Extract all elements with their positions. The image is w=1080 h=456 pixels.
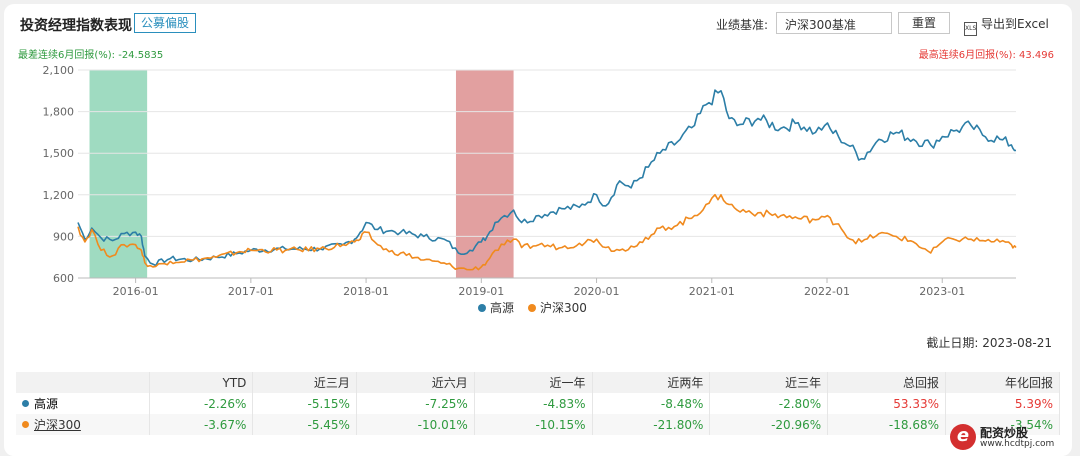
return-cell: -7.25% [356,393,475,414]
x-tick-label: 2023-01 [919,285,965,298]
column-header: 近两年 [592,372,711,393]
table-header-row: YTD 近三月 近六月 近一年 近两年 近三年 总回报 年化回报 [16,372,1060,393]
row-fund-name: 沪深300 [16,414,150,435]
watermark-logo-icon: e [950,424,976,450]
table-row: 沪深300 -3.67% -5.45% -10.01% -10.15% -21.80% -2… [16,414,1060,435]
series-line-1 [77,193,1017,271]
fund-preference-tag[interactable]: 公募偏股 [134,13,197,33]
y-tick-label: 1,800 [43,106,75,119]
return-cell: 5.39% [945,393,1060,414]
watermark: e 配资炒股 www.hcdtpj.com [950,424,1062,452]
return-cell: -8.48% [592,393,711,414]
performance-table: YTD 近三月 近六月 近一年 近两年 近三年 总回报 年化回报 高源 -2.26% -5.15%… [16,372,1060,435]
column-header: YTD [149,372,254,393]
series-color-dot [22,421,29,428]
return-cell: -10.01% [356,414,475,435]
as-of-date: 截止日期: 2023-08-21 [926,336,1052,350]
x-tick-label: 2016-01 [113,285,159,298]
watermark-url: www.hcdtpj.com [980,439,1055,449]
y-tick-label: 600 [53,272,74,285]
return-cell: -10.15% [474,414,593,435]
performance-line-chart: 600 900 1,200 1,500 1,800 2,100 2016-01 2017-0… [43,64,1017,315]
legend-marker [478,304,486,312]
x-tick-label: 2020-01 [574,285,620,298]
return-cell: -2.26% [149,393,254,414]
return-cell: -4.83% [474,393,593,414]
row-fund-name: 高源 [16,393,150,414]
return-cell: -5.15% [252,393,357,414]
highlight-band-worst-6m [89,70,148,278]
return-cell: -18.68% [827,414,946,435]
table-row: 高源 -2.26% -5.15% -7.25% -4.83% -8.48% -2.80% 53… [16,393,1060,414]
y-tick-label: 2,100 [43,64,75,77]
fund-manager-index-panel: 投资经理指数表现 公募偏股 业绩基准: 沪深300基准 重置 XLS 导出到Exc… [4,4,1072,456]
reset-button[interactable]: 重置 [898,12,950,34]
return-cell: 53.33% [827,393,946,414]
benchmark-label: 业绩基准: [716,18,769,32]
benchmark-select[interactable]: 沪深300基准 [776,12,892,34]
y-tick-label: 1,500 [43,147,75,160]
x-tick-label: 2017-01 [228,285,274,298]
x-tick-label: 2019-01 [458,285,504,298]
y-tick-label: 900 [53,230,74,243]
column-header: 近三月 [252,372,357,393]
best-6m-return: 最高连续6月回报(%): 43.496 [918,50,1054,61]
highlight-band-best-6m [455,70,514,278]
x-tick-label: 2021-01 [689,285,735,298]
export-excel-button[interactable]: XLS 导出到Excel [964,15,1049,36]
return-cell: -21.80% [592,414,711,435]
x-tick-label: 2018-01 [343,285,389,298]
excel-icon: XLS [964,22,977,36]
column-header: 年化回报 [945,372,1060,393]
column-header: 总回报 [827,372,946,393]
worst-6m-return: 最差连续6月回报(%): -24.5835 [18,50,164,61]
column-header [16,372,150,393]
legend-marker [528,304,536,312]
return-cell: -5.45% [252,414,357,435]
return-cell: -3.67% [149,414,254,435]
page-title: 投资经理指数表现 [20,18,132,34]
series-color-dot [22,400,29,407]
y-tick-label: 1,200 [43,189,75,202]
legend-label: 沪深300 [540,301,587,315]
column-header: 近一年 [474,372,593,393]
return-cell: -2.80% [709,393,829,414]
series-line-0 [77,89,1017,267]
column-header: 近六月 [356,372,475,393]
export-label: 导出到Excel [981,17,1049,31]
return-cell: -20.96% [709,414,829,435]
fund-name: 高源 [34,397,59,411]
watermark-name: 配资炒股 [980,426,1029,440]
x-tick-label: 2022-01 [804,285,850,298]
fund-name[interactable]: 沪深300 [34,418,81,432]
column-header: 近三年 [709,372,829,393]
legend-label: 高源 [490,300,514,315]
